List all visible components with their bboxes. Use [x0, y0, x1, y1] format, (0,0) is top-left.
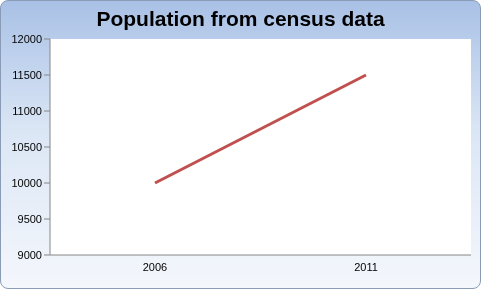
svg-text:9000: 9000 — [18, 249, 42, 261]
svg-text:2006: 2006 — [143, 261, 167, 273]
svg-text:9500: 9500 — [18, 213, 42, 225]
svg-text:10500: 10500 — [11, 141, 42, 153]
svg-text:10000: 10000 — [11, 177, 42, 189]
svg-text:11500: 11500 — [12, 69, 42, 81]
svg-text:12000: 12000 — [11, 33, 42, 45]
svg-text:11000: 11000 — [12, 105, 42, 117]
svg-text:2011: 2011 — [354, 261, 378, 273]
html-text:Population from census data: Population from census data — [96, 7, 385, 30]
